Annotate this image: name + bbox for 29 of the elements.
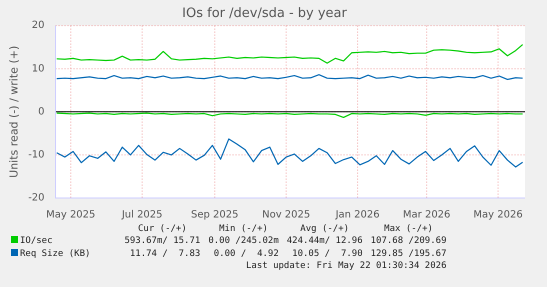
x-tick-label: Mar 2026 — [402, 210, 450, 221]
x-tick-label: Sep 2025 — [191, 210, 238, 221]
chart-title: IOs for /dev/sda - by year — [182, 6, 348, 22]
text: 107.68 /209.69 — [370, 235, 448, 248]
text: 0.00 /245.02m — [207, 235, 280, 248]
x-tick-label: Jul 2025 — [120, 210, 163, 221]
text: Min (-/+) — [218, 224, 269, 235]
x-tick-label: May 2026 — [473, 210, 523, 221]
y-tick-label: -10 — [28, 149, 45, 160]
text: 11.74 / 7.83 — [128, 248, 202, 261]
y-tick-label: 20 — [32, 20, 45, 32]
text: 10.05 / 7.90 — [291, 248, 364, 261]
text: Avg (-/+) — [299, 224, 350, 235]
y-tick-label: 10 — [32, 63, 45, 74]
y-tick-label: -20 — [28, 192, 45, 204]
x-tick-label: May 2025 — [46, 210, 96, 221]
x-tick-label: Nov 2025 — [262, 210, 310, 221]
text: Last update: Fri May 22 01:30:34 2026 — [245, 261, 448, 272]
text: 0.00 / 4.92 — [212, 248, 280, 261]
text: 593.67m/ 15.71 — [123, 235, 202, 248]
text: Max (-/+) — [383, 224, 434, 235]
x-tick-label: Jan 2026 — [334, 210, 380, 221]
y-tick-label: 0 — [38, 106, 45, 118]
text: Cur (-/+) — [136, 224, 188, 235]
legend-label: IO/sec — [19, 235, 54, 248]
text: 424.44m/ 12.96 — [286, 235, 364, 248]
legend-label: Req Size (KB) — [19, 248, 92, 261]
y-axis-title: Units read (-) / write (+) — [7, 46, 20, 178]
text: 129.85 /195.67 — [370, 248, 448, 261]
